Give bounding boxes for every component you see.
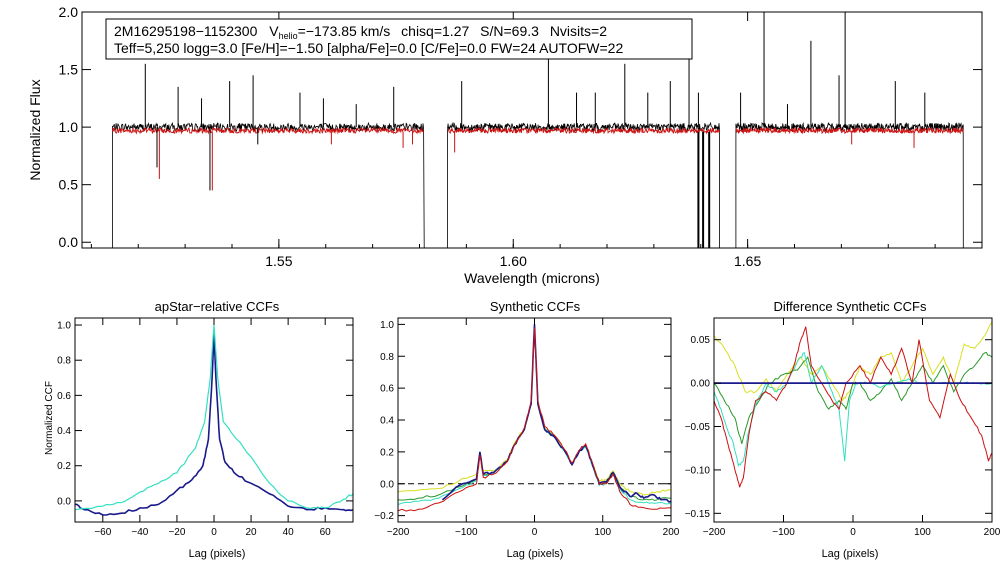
ccf-series-diff-green bbox=[714, 351, 992, 445]
ccf-panel-3-xlabel: Lag (pixels) bbox=[822, 548, 879, 560]
ccf-xtick-label: 20 bbox=[246, 527, 258, 538]
ccf-xtick-label: −200 bbox=[387, 527, 410, 538]
ccf-xtick-label: 40 bbox=[283, 527, 295, 538]
vhelio-prefix: V bbox=[269, 23, 279, 39]
ccf-panel-2-plot: −200 −100 0 100 200 −0.2 0.0 0.2 0.4 0.6 0.8 1.0 bbox=[374, 317, 680, 538]
ccf-plots: −60 −40 −20 0 20 40 600.00.20.40.60.81.0−200 −1… bbox=[57, 317, 1001, 538]
ccf-ytick-label: −0.10 bbox=[685, 465, 711, 476]
ccf-series-synthetic-1 bbox=[398, 327, 671, 496]
model-spectrum-chip-2 bbox=[447, 126, 720, 135]
ccf-panel-1-title: apStar−relative CCFs bbox=[155, 299, 280, 314]
ccf-ytick-label: 0.0 bbox=[380, 479, 394, 490]
ccf-xtick-label: 0 bbox=[850, 527, 856, 538]
spectrum-panel: 1.55 1.60 1.65 0.0 0.5 1.0 1.5 2.0 2M16295198−1… bbox=[27, 4, 983, 286]
ccf-panel-1-xlabel: Lag (pixels) bbox=[189, 548, 246, 560]
ccf-xtick-label: 0 bbox=[532, 527, 538, 538]
ccf-series-synthetic-4 bbox=[398, 327, 671, 512]
ccf-ytick-label: 0.8 bbox=[380, 352, 394, 363]
ccf-series-synthetic-3 bbox=[398, 325, 671, 505]
ccf-series-synthetic-2 bbox=[398, 325, 671, 502]
ccf-ytick-label: 0.6 bbox=[57, 391, 71, 402]
observed-spectrum-chip-1 bbox=[112, 121, 425, 249]
ccf-xtick-label: −60 bbox=[94, 527, 111, 538]
ccf-ytick-label: 0.00 bbox=[691, 379, 711, 390]
ccf-panel-3-plot: −200 −100 0 100 200 −0.15 −0.10 −0.05 0.00 0.05 bbox=[685, 317, 1001, 538]
spectrum-legend-box bbox=[105, 18, 693, 60]
snr-value: S/N=69.3 bbox=[480, 23, 539, 39]
ccf-ytick-label: −0.05 bbox=[685, 422, 711, 433]
ccf-panel-2-title: Synthetic CCFs bbox=[490, 299, 581, 314]
ccf-xtick-label: 200 bbox=[663, 527, 680, 538]
observed-spectrum-chip-3 bbox=[735, 121, 964, 249]
ccf-xtick-label: −20 bbox=[168, 527, 185, 538]
ccf-xtick-label: −100 bbox=[455, 527, 478, 538]
ccf-ytick-label: 0.6 bbox=[380, 384, 394, 395]
spectrum-ytick-label: 1.5 bbox=[59, 62, 79, 78]
spectrum-xtick-label: 1.55 bbox=[265, 253, 292, 269]
ccf-panel-3-title: Difference Synthetic CCFs bbox=[774, 299, 927, 314]
spectrum-params: Teff=5,250 logg=3.0 [Fe/H]=−1.50 [alpha/… bbox=[114, 40, 623, 56]
spectrum-ylabel: Normalized Flux bbox=[27, 79, 43, 180]
ccf-series-visit bbox=[441, 324, 671, 503]
ccf-ytick-label: 0.4 bbox=[380, 416, 394, 427]
ccf-panel-2-xlabel: Lag (pixels) bbox=[507, 548, 564, 560]
ccf-xtick-label: 100 bbox=[914, 527, 931, 538]
ccf-ytick-label: 1.0 bbox=[380, 320, 394, 331]
spectrum-ytick-label: 2.0 bbox=[59, 4, 79, 20]
ccf-series-diff-red bbox=[714, 326, 992, 488]
vhelio-subscript: helio bbox=[279, 31, 298, 41]
ccf-xtick-label: −200 bbox=[703, 527, 726, 538]
ccf-series-apStar-template bbox=[75, 324, 353, 511]
ccf-panel-1-plot: −60 −40 −20 0 20 40 60 0.0 0.2 0.4 0.6 0.8 1.0 bbox=[57, 317, 354, 538]
ccf-panel-1: apStar−relative CCFs Normalized CCF Lag … bbox=[44, 299, 280, 560]
ccf-panel-3: Difference Synthetic CCFs Lag (pixels) bbox=[774, 299, 927, 560]
ccf-series-diff-aqua bbox=[714, 351, 992, 467]
ccf-panel-1-ylabel: Normalized CCF bbox=[44, 381, 55, 455]
star-id: 2M16295198−1152300 bbox=[114, 23, 258, 39]
vhelio-value: =−173.85 km/s bbox=[298, 23, 391, 39]
spectrum-ytick-label: 0.0 bbox=[59, 234, 79, 250]
ccf-panel-frame bbox=[713, 317, 993, 523]
ccf-series-visit-CCF bbox=[75, 332, 353, 516]
ccf-ytick-label: 1.0 bbox=[57, 321, 71, 332]
model-spectrum-chip-1 bbox=[112, 126, 425, 135]
ccf-ytick-label: −0.15 bbox=[685, 509, 711, 520]
spectrum-xtick-label: 1.65 bbox=[734, 253, 761, 269]
nvisits-value: Nvisits=2 bbox=[550, 23, 607, 39]
ccf-ytick-label: 0.4 bbox=[57, 426, 71, 437]
spectrum-ticks: 1.55 1.60 1.65 0.0 0.5 1.0 1.5 2.0 bbox=[59, 4, 982, 269]
spectrum-ytick-label: 0.5 bbox=[59, 177, 79, 193]
model-spectrum-chip-3 bbox=[735, 126, 964, 135]
ccf-xtick-label: 200 bbox=[984, 527, 1001, 538]
ccf-series-diff-yellow bbox=[714, 321, 992, 402]
ccf-xtick-label: 100 bbox=[594, 527, 611, 538]
spectrum-xlabel: Wavelength (microns) bbox=[464, 270, 600, 286]
ccf-ytick-label: 0.8 bbox=[57, 356, 71, 367]
ccf-panel-2: Synthetic CCFs Lag (pixels) bbox=[490, 299, 581, 560]
spectrum-header-line1: 2M16295198−1152300 Vhelio=−173.85 km/s c… bbox=[114, 23, 607, 41]
spectrum-ytick-label: 1.0 bbox=[59, 119, 79, 135]
ccf-ytick-label: 0.2 bbox=[380, 447, 394, 458]
ccf-xtick-label: 60 bbox=[320, 527, 332, 538]
ccf-ytick-label: 0.2 bbox=[57, 461, 71, 472]
ccf-ytick-label: −0.2 bbox=[374, 511, 394, 522]
observed-spectrum-chip-2 bbox=[447, 121, 720, 248]
ccf-ytick-label: 0.0 bbox=[57, 496, 71, 507]
ccf-xtick-label: 0 bbox=[211, 527, 217, 538]
spectrum-lines bbox=[112, 12, 964, 249]
ccf-ytick-label: 0.05 bbox=[691, 335, 711, 346]
ccf-xtick-label: −100 bbox=[772, 527, 795, 538]
ccf-xtick-label: −40 bbox=[131, 527, 148, 538]
spectrum-plot-frame bbox=[81, 11, 983, 249]
spectrum-xtick-label: 1.60 bbox=[500, 253, 527, 269]
chisq-value: chisq=1.27 bbox=[401, 23, 469, 39]
